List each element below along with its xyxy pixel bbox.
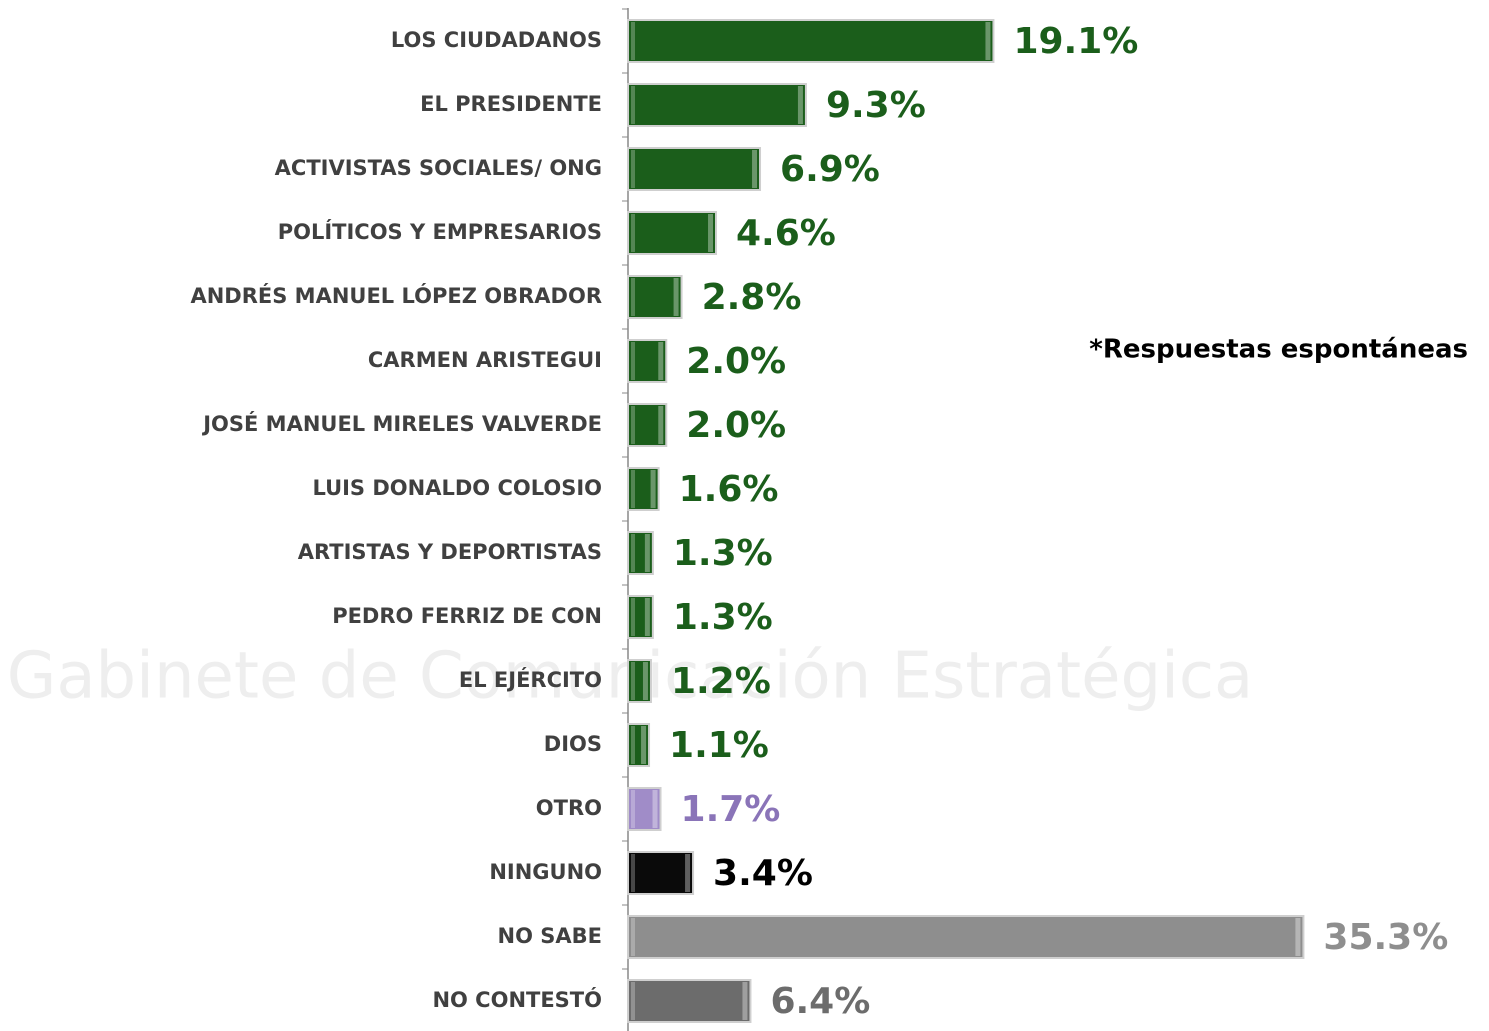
bar — [627, 851, 695, 895]
value-label: 1.7% — [681, 789, 781, 830]
bar-bevel — [1295, 918, 1301, 956]
bar-bevel — [752, 150, 758, 188]
bar-bevel — [631, 406, 635, 444]
value-label: 2.0% — [686, 341, 786, 382]
bar — [627, 83, 807, 127]
value-label: 6.9% — [780, 149, 880, 190]
bar — [627, 979, 752, 1023]
value-label: 1.3% — [673, 533, 773, 574]
bar — [627, 659, 652, 703]
bar-bevel — [631, 918, 635, 956]
category-label: EL PRESIDENTE — [420, 92, 602, 116]
value-label: 2.8% — [702, 277, 802, 318]
category-label: EL EJÉRCITO — [459, 667, 602, 692]
bar — [627, 915, 1305, 959]
annotation: *Respuestas espontáneas — [1089, 335, 1468, 365]
bar-bevel — [631, 790, 635, 828]
value-label: 4.6% — [736, 213, 836, 254]
category-label: PEDRO FERRIZ DE CON — [332, 604, 602, 628]
bar — [627, 147, 762, 191]
bar-bevel — [631, 86, 635, 124]
bar — [627, 275, 683, 319]
bar — [627, 595, 654, 639]
bar — [627, 723, 651, 767]
category-label: LUIS DONALDO COLOSIO — [312, 476, 602, 500]
bar-bevel — [641, 726, 647, 764]
category-label: NINGUNO — [489, 860, 602, 884]
bar-bevel — [631, 342, 635, 380]
bar — [627, 339, 668, 383]
value-label: 19.1% — [1013, 21, 1138, 62]
category-label: ANDRÉS MANUEL LÓPEZ OBRADOR — [190, 283, 602, 308]
bar-bevel — [631, 662, 635, 700]
value-label: 1.6% — [679, 469, 779, 510]
value-label: 2.0% — [686, 405, 786, 446]
bar-bevel — [631, 598, 635, 636]
bar — [627, 19, 995, 63]
category-label: JOSÉ MANUEL MIRELES VALVERDE — [201, 411, 602, 436]
bar-bevel — [797, 86, 803, 124]
category-label: NO CONTESTÓ — [432, 987, 602, 1012]
value-label: 9.3% — [826, 85, 926, 126]
bar-bevel — [631, 982, 635, 1020]
category-label: CARMEN ARISTEGUI — [368, 348, 602, 372]
bar-bevel — [658, 342, 664, 380]
category-label: OTRO — [536, 796, 602, 820]
category-label: DIOS — [544, 732, 602, 756]
bar-bevel — [644, 598, 650, 636]
bar-bevel — [685, 854, 691, 892]
bar-bevel — [742, 982, 748, 1020]
bar-bevel — [658, 406, 664, 444]
bar-bevel — [631, 214, 635, 252]
category-label: ACTIVISTAS SOCIALES/ ONG — [275, 156, 602, 180]
bar — [627, 467, 660, 511]
category-label: NO SABE — [498, 924, 602, 948]
bar-bevel — [631, 854, 635, 892]
value-label: 1.1% — [669, 725, 769, 766]
bar-bevel — [673, 278, 679, 316]
bar-bevel — [631, 278, 635, 316]
bar-bevel — [631, 150, 635, 188]
bar-bevel — [708, 214, 714, 252]
bar — [627, 531, 654, 575]
bar-bevel — [631, 534, 635, 572]
value-label: 6.4% — [770, 981, 870, 1022]
category-label: POLÍTICOS Y EMPRESARIOS — [278, 219, 602, 244]
bar-bevel — [650, 470, 656, 508]
bar-bevel — [644, 534, 650, 572]
category-label: ARTISTAS Y DEPORTISTAS — [298, 540, 602, 564]
value-label: 35.3% — [1323, 917, 1448, 958]
bar-bevel — [642, 662, 648, 700]
bar-bevel — [985, 22, 991, 60]
value-label: 1.2% — [671, 661, 771, 702]
category-label: LOS CIUDADANOS — [391, 28, 602, 52]
value-label: 1.3% — [673, 597, 773, 638]
bar-bevel — [631, 22, 635, 60]
bar-bevel — [652, 790, 658, 828]
bar-bevel — [631, 470, 635, 508]
bar — [627, 787, 662, 831]
bar — [627, 211, 718, 255]
value-label: 3.4% — [713, 853, 813, 894]
bar-bevel — [631, 726, 635, 764]
bar — [627, 403, 668, 447]
